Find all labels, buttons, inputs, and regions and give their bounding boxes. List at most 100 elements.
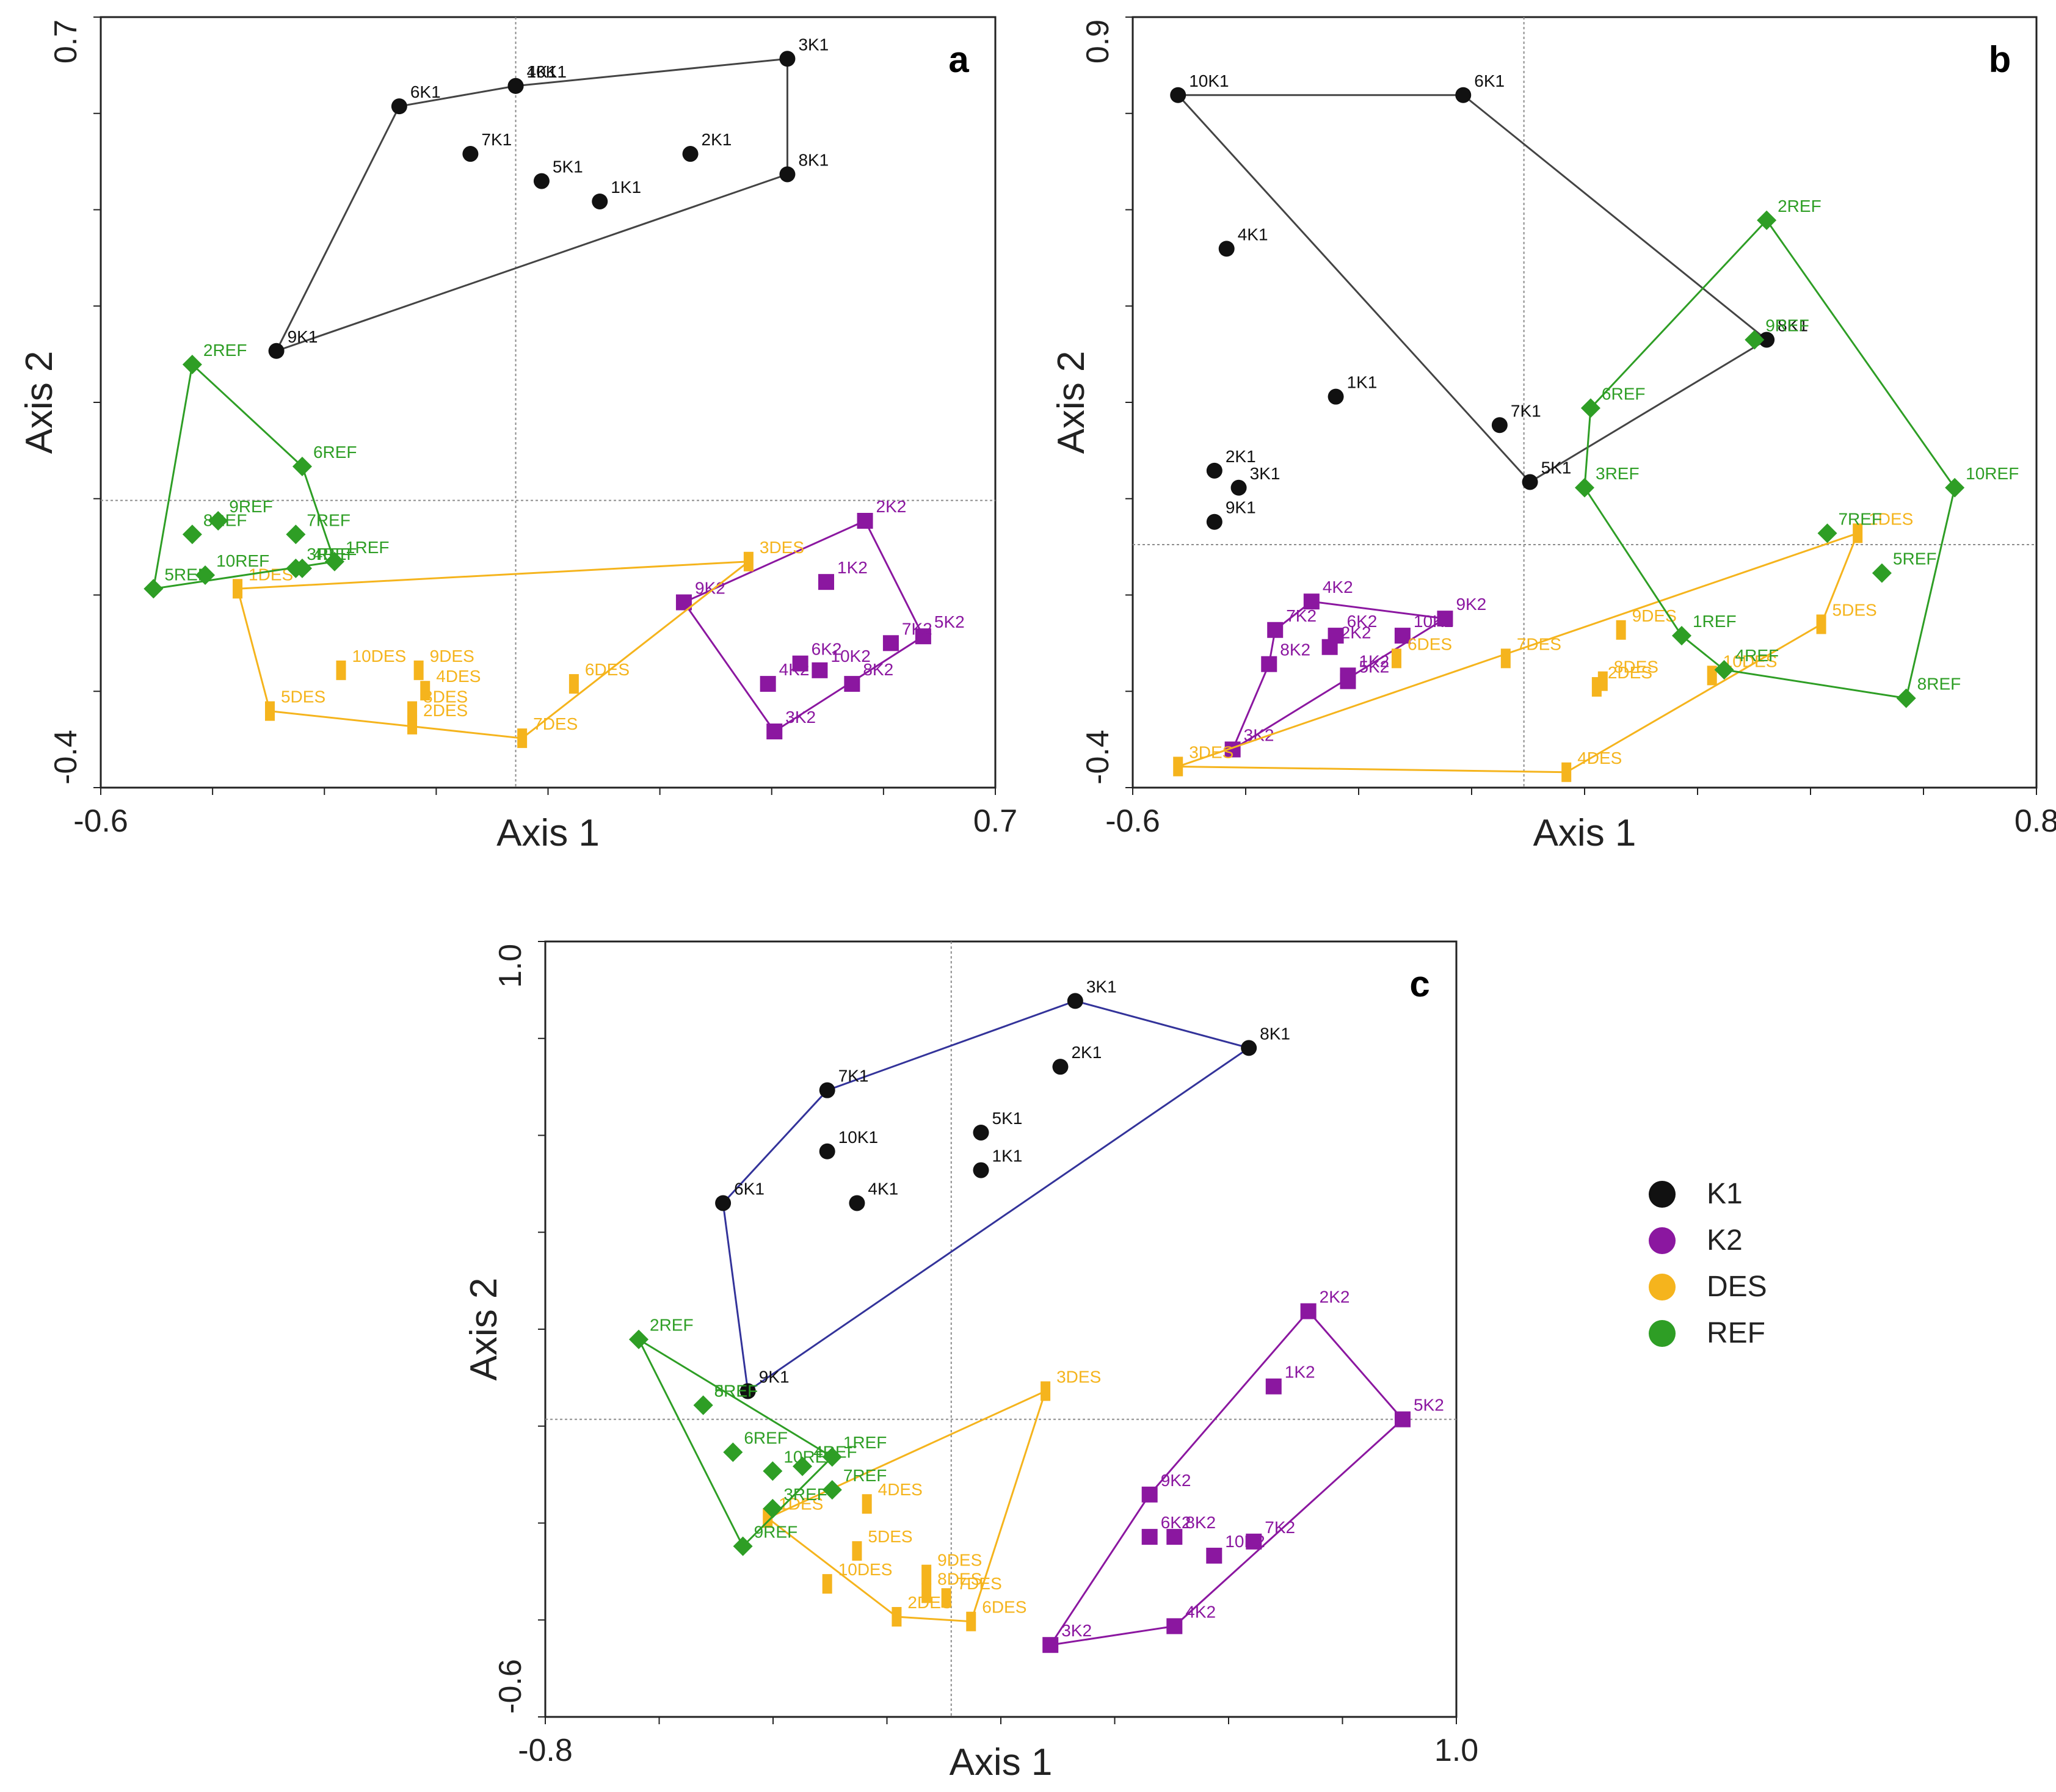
point-label-5des: 5DES — [1833, 600, 1877, 619]
point-label-5k2: 5K2 — [934, 612, 965, 631]
point-7k2 — [882, 635, 899, 651]
point-8des — [921, 1583, 932, 1603]
point-1k1 — [592, 193, 608, 209]
point-5des — [852, 1541, 862, 1561]
legend-label-ref: REF — [1707, 1317, 1765, 1349]
point-3k1 — [779, 51, 796, 67]
point-5k1 — [1522, 474, 1538, 490]
point-8des — [1597, 671, 1608, 691]
point-label-6ref: 6REF — [313, 443, 357, 462]
point-10k1 — [507, 78, 524, 94]
point-9k2 — [1437, 611, 1453, 627]
point-label-4ref: 4REF — [813, 1443, 857, 1462]
x-tick-label-max: 0.8 — [2014, 803, 2056, 839]
legend-item-des: DES — [1649, 1265, 1832, 1311]
point-9des — [921, 1564, 932, 1584]
point-9k1 — [1206, 513, 1222, 530]
point-label-10des: 10DES — [838, 1560, 893, 1579]
point-label-4k1: 4K1 — [868, 1179, 898, 1198]
point-4k1 — [849, 1195, 865, 1211]
point-5k2 — [915, 628, 931, 645]
point-label-4ref: 4REF — [313, 545, 357, 564]
point-2k2 — [1300, 1303, 1317, 1319]
point-label-6des: 6DES — [1408, 634, 1452, 653]
point-label-6k2: 6K2 — [812, 640, 842, 659]
point-4ref — [292, 558, 312, 578]
point-4ref — [1714, 660, 1734, 680]
point-1k2 — [818, 574, 835, 590]
point-label-10ref: 10REF — [783, 1447, 837, 1466]
point-label-3ref: 3REF — [783, 1485, 827, 1504]
point-10ref — [763, 1461, 783, 1481]
point-label-3k1: 3K1 — [1086, 977, 1117, 996]
point-label-9des: 9DES — [937, 1551, 982, 1570]
point-label-10ref: 10REF — [216, 551, 269, 570]
point-label-6k1: 6K1 — [410, 82, 441, 101]
point-1ref — [1671, 626, 1691, 646]
point-4ref — [793, 1456, 813, 1476]
point-7k2 — [1246, 1533, 1262, 1550]
point-2des — [892, 1607, 902, 1627]
point-3des — [1173, 756, 1183, 777]
point-label-7k1: 7K1 — [838, 1067, 869, 1086]
point-10ref — [1945, 477, 1965, 498]
point-label-1k1: 1K1 — [611, 178, 641, 197]
point-7k1 — [1491, 417, 1508, 433]
point-label-7k2: 7K2 — [902, 619, 932, 638]
point-2k1 — [1052, 1059, 1069, 1075]
point-5ref — [1872, 563, 1892, 583]
point-label-2ref: 2REF — [203, 341, 247, 360]
point-7ref — [822, 1480, 842, 1500]
point-3ref — [763, 1498, 783, 1518]
point-3k2 — [1042, 1637, 1059, 1653]
point-10des — [822, 1574, 832, 1594]
point-label-9k2: 9K2 — [695, 579, 725, 598]
point-label-3ref: 3REF — [1596, 464, 1640, 483]
point-label-2des: 2DES — [423, 701, 468, 720]
y-axis-title: Axis 2 — [463, 1278, 505, 1381]
point-label-7des: 7DES — [1517, 634, 1561, 653]
point-3k2 — [766, 723, 783, 739]
point-10des — [336, 660, 346, 680]
point-label-10des: 10DES — [1723, 651, 1778, 670]
y-tick-label-max: 1.0 — [493, 944, 528, 988]
hull-k2 — [1048, 1310, 1404, 1647]
y-tick-label-min: -0.4 — [48, 730, 84, 785]
point-label-7ref: 7REF — [307, 510, 351, 529]
point-label-10k1: 10K1 — [838, 1128, 878, 1147]
point-label-8k2: 8K2 — [1280, 640, 1310, 659]
point-6k1 — [391, 98, 407, 115]
point-4des — [1561, 762, 1572, 782]
panel-letter: b — [1989, 39, 2011, 80]
point-label-9k2: 9K2 — [1456, 595, 1486, 614]
point-9des — [413, 660, 424, 680]
point-5k2 — [1394, 1411, 1411, 1427]
point-6ref — [723, 1442, 743, 1462]
point-label-1k1: 1K1 — [992, 1147, 1023, 1166]
plot-frame — [1132, 16, 2038, 789]
point-7des — [517, 728, 528, 749]
point-label-5k1: 5K1 — [553, 158, 583, 176]
point-label-10k1: 10K1 — [1189, 71, 1229, 90]
point-label-2k2: 2K2 — [1341, 623, 1371, 642]
point-2ref — [1757, 210, 1777, 230]
point-7ref — [1817, 523, 1837, 543]
point-label-4des: 4DES — [878, 1480, 923, 1499]
point-label-9des: 9DES — [1632, 606, 1677, 625]
point-label-2k1: 2K1 — [1226, 447, 1256, 466]
point-3des — [1041, 1381, 1051, 1401]
hull-des — [236, 560, 752, 739]
point-label-5ref: 5REF — [1893, 550, 1937, 568]
point-label-1ref: 1REF — [843, 1433, 887, 1452]
point-5k1 — [973, 1124, 989, 1141]
point-label-3k2: 3K2 — [785, 708, 816, 727]
hull-k1 — [1175, 94, 1768, 484]
point-9k2 — [1141, 1486, 1158, 1503]
point-label-1k1: 1K1 — [1347, 373, 1378, 392]
point-3des — [743, 551, 754, 571]
panel-a: -0.6 0.7 0.7 -0.4 Axis 1 Axis 2 a 1K1 2K1 3K1 4K1 5… — [18, 16, 1017, 854]
panel-c: -0.8 1.0 1.0 -0.6 Axis 1 Axis 2 c 1K1 2K1 3K1 4K1 5… — [463, 940, 1478, 1783]
point-9des — [1616, 620, 1626, 640]
x-axis-title: Axis 1 — [1533, 812, 1636, 854]
legend-label-k2: K2 — [1707, 1224, 1743, 1257]
